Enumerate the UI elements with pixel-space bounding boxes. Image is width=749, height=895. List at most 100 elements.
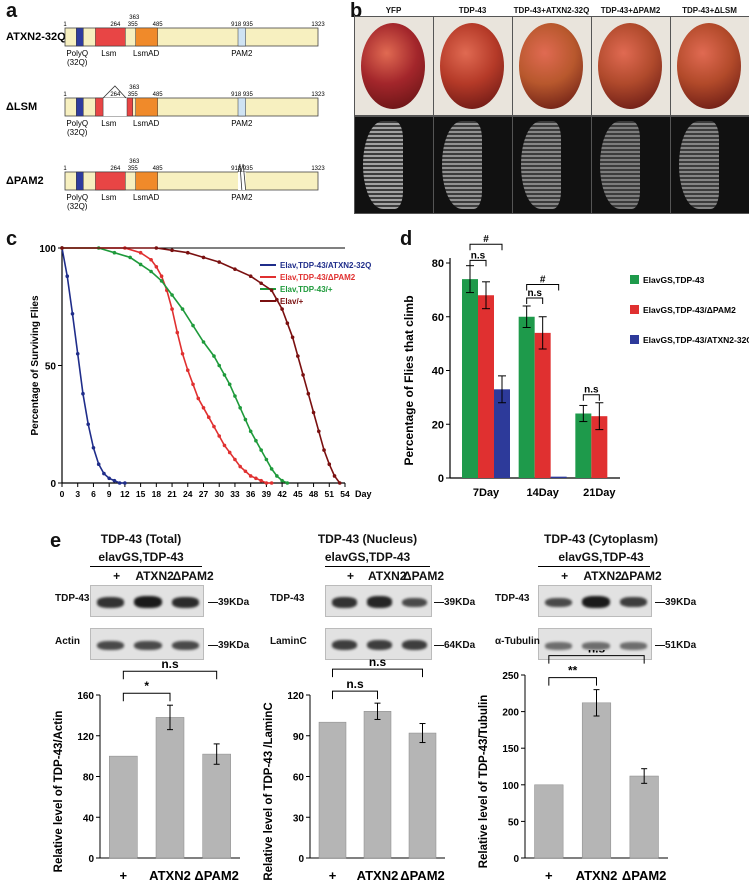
y-tick-label: 100 xyxy=(39,244,56,255)
x-tick-label: 9 xyxy=(107,489,112,499)
blot-row-label: α-Tubulin xyxy=(495,636,540,647)
y-tick-label: 100 xyxy=(502,781,519,792)
y-tick-label: 250 xyxy=(502,671,519,682)
blot-genotype: elavGS,TDP-43 xyxy=(98,550,184,564)
survival-point xyxy=(285,481,290,485)
lane-label: + xyxy=(346,569,354,583)
legend-entry: Elav,TDP-43/ΔPAM2 xyxy=(280,273,356,282)
polyq-length-label: (32Q) xyxy=(67,58,88,67)
pam2-domain xyxy=(237,27,246,47)
significance-label: * xyxy=(144,679,149,693)
survival-point xyxy=(201,406,206,410)
survival-point xyxy=(170,248,174,253)
survival-point xyxy=(264,457,269,462)
lsmad-label: LsmAD xyxy=(133,49,159,58)
x-tick-label: 42 xyxy=(277,489,287,499)
residue-tick: 1323 xyxy=(311,92,325,98)
blot-band xyxy=(619,641,647,650)
residue-tick: 363 xyxy=(129,15,140,21)
survival-point xyxy=(254,438,258,443)
residue-tick: 485 xyxy=(153,22,164,28)
residue-tick: 918 935 xyxy=(231,22,253,28)
y-tick-label: 30 xyxy=(293,813,305,824)
quant-bar xyxy=(534,784,564,859)
polyq-label: PolyQ xyxy=(66,119,88,128)
pam2-deletion-mark xyxy=(240,163,247,191)
x-tick-label: 27 xyxy=(199,489,209,499)
blot-row-label: TDP-43 xyxy=(270,593,305,604)
residue-tick: 485 xyxy=(153,166,164,172)
residue-tick: 355 xyxy=(128,92,139,98)
survival-point xyxy=(259,448,263,452)
blot-band xyxy=(134,596,162,608)
blot-strip xyxy=(325,585,432,617)
polyq-domain xyxy=(76,171,84,191)
blot-row-label: LaminC xyxy=(270,636,307,647)
molecular-weight-label: —39KDa xyxy=(434,597,476,608)
residue-tick: 1 xyxy=(63,166,67,172)
significance-bracket xyxy=(548,677,597,686)
panel-d-letter: d xyxy=(400,228,413,250)
survival-point xyxy=(227,382,232,387)
molecular-weight-label: —39KDa xyxy=(208,597,250,608)
survival-point xyxy=(138,250,143,255)
blot-genotype: elavGS,TDP-43 xyxy=(324,550,411,564)
x-tick-label: 51 xyxy=(325,489,335,499)
survival-point xyxy=(222,443,227,448)
y-tick-label: 80 xyxy=(83,773,95,784)
eye-section-image xyxy=(591,116,671,214)
climb-bar xyxy=(575,413,592,478)
significance-label: n.s xyxy=(527,288,542,299)
y-tick-label: 200 xyxy=(502,708,519,719)
residue-tick: 918 935 xyxy=(231,92,253,98)
eye-exterior-image xyxy=(354,16,434,116)
residue-tick: 264 xyxy=(110,92,121,98)
survival-point xyxy=(180,307,185,311)
polyq-label: PolyQ xyxy=(66,49,88,58)
survival-point xyxy=(75,351,80,356)
survival-point xyxy=(259,478,263,483)
climb-bar xyxy=(591,416,608,478)
y-tick-label: 60 xyxy=(293,773,305,784)
blot-genotype-underline xyxy=(90,566,202,567)
survival-point xyxy=(238,464,242,469)
survival-point xyxy=(233,394,237,398)
quant-bar xyxy=(109,755,138,859)
category-label: 14Day xyxy=(526,487,559,499)
survival-point xyxy=(206,415,211,419)
survival-point xyxy=(227,450,232,455)
lsm-label: Lsm xyxy=(101,49,116,58)
category-label: ATXN2 xyxy=(576,868,618,883)
eye-section-image xyxy=(433,116,513,214)
survival-point xyxy=(316,429,321,434)
x-tick-label: 24 xyxy=(183,489,193,499)
survival-point xyxy=(301,373,305,377)
molecular-weight-label: —51KDa xyxy=(655,640,697,651)
lsmad-label: LsmAD xyxy=(133,193,159,202)
category-label: ΔPAM2 xyxy=(622,868,667,883)
lane-label: + xyxy=(561,569,569,583)
survival-point xyxy=(185,250,190,255)
category-label: ATXN2 xyxy=(149,868,191,883)
survival-point xyxy=(70,312,75,316)
blot-band xyxy=(545,597,573,608)
x-tick-label: 6 xyxy=(91,489,96,499)
significance-bracket xyxy=(122,692,171,702)
residue-tick: 485 xyxy=(153,92,164,98)
survival-point xyxy=(248,274,253,278)
survival-point xyxy=(212,354,216,358)
significance-bracket xyxy=(122,670,218,680)
residue-tick: 363 xyxy=(129,85,140,91)
blot-band xyxy=(402,640,427,651)
y-tick-label: 0 xyxy=(513,854,519,865)
blot-band xyxy=(332,640,357,651)
survival-point xyxy=(159,279,164,283)
x-tick-label: 48 xyxy=(309,489,319,499)
survival-point xyxy=(243,469,248,474)
molecular-weight-label: —39KDa xyxy=(208,640,250,651)
y-axis-label: Percentage of Flies that climb xyxy=(402,295,416,465)
residue-tick: 1323 xyxy=(311,166,325,172)
quant-bar xyxy=(155,717,185,859)
survival-point xyxy=(201,255,206,260)
